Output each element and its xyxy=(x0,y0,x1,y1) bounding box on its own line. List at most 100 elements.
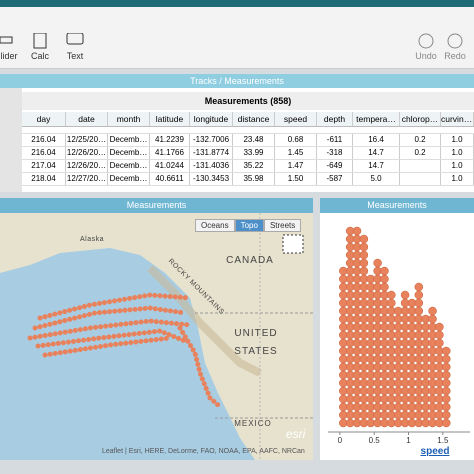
x-axis-label[interactable]: speed xyxy=(421,446,450,457)
table-cell: -587 xyxy=(317,173,353,185)
column-header[interactable]: distance xyxy=(233,112,275,126)
dot xyxy=(387,298,396,308)
table-cell: 1.47 xyxy=(275,160,317,172)
dot xyxy=(359,234,369,244)
tool-label[interactable]: Text xyxy=(66,51,84,61)
tracks xyxy=(27,292,221,408)
table-cell xyxy=(400,160,441,172)
dot xyxy=(442,402,451,412)
table-cell: 14.7 xyxy=(353,160,400,172)
slider-icon xyxy=(0,36,13,44)
redo-button[interactable]: Redo xyxy=(444,51,466,61)
dot xyxy=(442,386,451,396)
table-cell: 216.04 xyxy=(22,134,66,146)
table-cell: Decemb… xyxy=(108,147,150,159)
table-cell: 1.45 xyxy=(275,147,317,159)
dot xyxy=(435,330,444,340)
dot xyxy=(400,290,410,300)
undo-redo-icons xyxy=(418,33,463,49)
table-cell: 33.99 xyxy=(233,147,275,159)
table-cell: 41.2239 xyxy=(150,134,190,146)
undo-button[interactable]: Undo xyxy=(415,51,437,61)
table-cell: 12/26/20… xyxy=(66,147,108,159)
dot xyxy=(435,322,444,332)
dot xyxy=(435,338,444,348)
border xyxy=(195,312,313,419)
toolbar: lider Calc Text Undo Redo xyxy=(0,7,474,69)
map-title: Measurements xyxy=(0,198,313,213)
column-header[interactable]: tempera… xyxy=(353,112,400,126)
map-label: CANADA xyxy=(226,255,274,266)
column-header[interactable]: date xyxy=(66,112,108,126)
table-cell: -131.8774 xyxy=(190,147,233,159)
table-cell: -132.7006 xyxy=(190,134,233,146)
table-cell: 216.04 xyxy=(22,147,66,159)
x-tick-label: 0 xyxy=(338,436,343,445)
dot xyxy=(414,290,424,300)
dot xyxy=(380,282,389,292)
text-icon xyxy=(66,33,84,45)
table-row: 218.04 12/27/20… Decemb… 40.6611 -130.3453 35… xyxy=(22,173,474,186)
table-cell: -318 xyxy=(317,147,353,159)
table-cell: 217.04 xyxy=(22,160,66,172)
dot xyxy=(428,306,437,316)
header-row: day date month latitude longitude distance spe… xyxy=(22,112,474,127)
table-cell: 5.0 xyxy=(353,173,400,185)
layer-button[interactable]: Topo xyxy=(234,219,264,232)
esri-logo: esri xyxy=(286,427,306,441)
table-cell: 218.04 xyxy=(22,173,66,185)
dot xyxy=(442,354,451,364)
dot xyxy=(359,250,369,260)
dot xyxy=(387,290,396,300)
table-cell: 12/25/20… xyxy=(66,134,108,146)
track xyxy=(32,305,188,331)
layer-buttons: Oceans Topo Streets xyxy=(195,219,302,232)
table-row xyxy=(22,127,474,134)
table-panel: Tracks / Measurements Measurements (858)… xyxy=(0,74,474,192)
track xyxy=(42,335,173,358)
collection-title: Measurements (858) xyxy=(22,92,474,110)
table-cell: 12/27/20… xyxy=(66,173,108,185)
column-header[interactable]: day xyxy=(22,112,66,126)
table-cell: -131.4036 xyxy=(190,160,233,172)
column-header[interactable]: chlorop… xyxy=(400,112,441,126)
column-header[interactable]: longitude xyxy=(190,112,233,126)
dot xyxy=(380,266,389,276)
tool-label[interactable]: lider xyxy=(0,51,18,61)
map-label: MEXICO xyxy=(234,419,272,428)
table-row: 217.04 12/26/20… Decemb… 41.0244 -131.4036 35… xyxy=(22,160,474,173)
dot xyxy=(442,418,451,428)
table-cell: 0.2 xyxy=(400,134,441,146)
select-tool[interactable] xyxy=(282,234,304,254)
mountains xyxy=(147,265,262,377)
table-title: Tracks / Measurements xyxy=(0,74,474,88)
map-label: UNITED xyxy=(234,328,277,339)
table-row: 216.04 12/26/20… Decemb… 41.1766 -131.8774 33… xyxy=(22,147,474,160)
table-cell: 0.68 xyxy=(275,134,317,146)
table-cell: -130.3453 xyxy=(190,173,233,185)
layer-button[interactable]: Oceans xyxy=(195,219,235,232)
column-header[interactable]: curvine… xyxy=(441,112,474,126)
column-header[interactable]: speed xyxy=(275,112,317,126)
dot xyxy=(442,410,451,420)
table-cell: 0.2 xyxy=(400,147,441,159)
undo-icon xyxy=(418,33,434,49)
app-header xyxy=(0,0,474,7)
dot xyxy=(414,306,424,316)
layer-button[interactable]: Streets xyxy=(263,219,302,232)
x-tick-label: 1.5 xyxy=(437,436,449,445)
redo-icon xyxy=(447,33,463,49)
tool-label[interactable]: Calc xyxy=(30,51,49,61)
column-header[interactable]: latitude xyxy=(150,112,190,126)
column-header[interactable]: month xyxy=(108,112,150,126)
column-header[interactable]: depth xyxy=(317,112,353,126)
dot xyxy=(414,298,424,308)
graph-panel: Measurements 0 0.5 1 1.5 speed xyxy=(320,198,474,460)
track xyxy=(27,318,193,341)
tool-icons xyxy=(0,33,84,49)
attribution: Leaflet | Esri, HERE, DeLorme, FAO, NOAA… xyxy=(102,448,305,455)
dot xyxy=(442,378,451,388)
dot xyxy=(442,394,451,404)
